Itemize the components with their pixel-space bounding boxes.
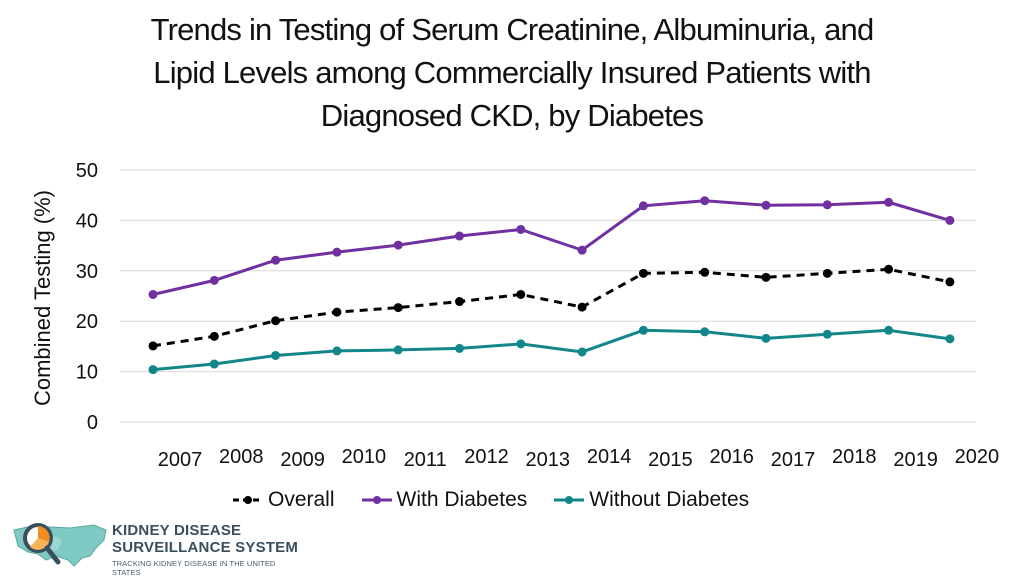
data-point-overall <box>455 297 464 307</box>
data-point-with-diabetes <box>209 275 219 285</box>
chart-title-line-1: Trends in Testing of Serum Creatinine, A… <box>150 12 875 47</box>
y-tick-label: 10 <box>76 362 98 384</box>
chart-title-line-3: Diagnosed CKD, by Diabetes <box>320 98 704 133</box>
logo-line-3: TRACKING KIDNEY DISEASE IN THE UNITED ST… <box>112 559 276 577</box>
data-point-without-diabetes <box>455 343 464 353</box>
data-point-overall <box>822 268 832 278</box>
x-tick-label: 2009 <box>280 449 325 471</box>
chart-title-line-2: Lipid Levels among Commercially Insured … <box>153 55 871 90</box>
data-point-without-diabetes <box>945 334 955 344</box>
chart-title: Trends in Testing of Serum Creatinine, A… <box>40 8 984 137</box>
x-tick-label: 2012 <box>464 446 509 468</box>
data-point-overall <box>393 303 403 313</box>
x-tick-label: 2008 <box>219 446 264 468</box>
series-line-with-diabetes <box>152 199 951 296</box>
data-point-overall <box>516 289 526 299</box>
legend-label-overall: Overall <box>268 488 335 511</box>
data-point-without-diabetes <box>332 346 342 356</box>
x-tick-label: 2014 <box>587 446 632 468</box>
data-point-without-diabetes <box>638 325 648 335</box>
data-point-with-diabetes <box>455 231 464 241</box>
y-axis-label: Combined Testing (%) <box>30 190 55 406</box>
data-point-with-diabetes <box>393 240 403 250</box>
data-point-without-diabetes <box>393 345 403 355</box>
legend-item-without-diabetes: Without Diabetes <box>553 488 749 512</box>
data-point-overall <box>945 277 955 287</box>
data-point-with-diabetes <box>822 200 832 210</box>
logo-line-1: KIDNEY DISEASE <box>112 522 242 539</box>
x-tick-label: 2018 <box>832 446 877 468</box>
legend-label-with-diabetes: With Diabetes <box>396 488 528 511</box>
series-line-without-diabetes <box>152 328 951 372</box>
data-point-with-diabetes <box>638 201 648 211</box>
us-map-logo-icon <box>13 523 107 567</box>
data-point-with-diabetes <box>700 196 710 206</box>
data-point-overall <box>271 316 281 326</box>
data-point-overall <box>884 264 894 274</box>
data-point-without-diabetes <box>700 327 710 337</box>
data-point-overall <box>332 307 342 317</box>
data-point-overall <box>638 268 648 278</box>
x-tick-label: 2019 <box>893 449 938 471</box>
kdss-logo: KIDNEY DISEASE SURVEILLANCE SYSTEM TRACK… <box>10 516 300 577</box>
legend-item-with-diabetes: With Diabetes <box>361 488 528 512</box>
data-point-without-diabetes <box>761 333 771 343</box>
legend-swatch-without-diabetes <box>554 496 585 504</box>
data-point-without-diabetes <box>822 329 832 339</box>
data-point-without-diabetes <box>148 365 158 375</box>
gridlines <box>120 169 976 423</box>
x-tick-label: 2017 <box>771 449 816 471</box>
x-tick-labels: 2007 2008 2009 2010 2011 2012 2013 2014 2015 2016… <box>158 446 999 471</box>
y-tick-label: 40 <box>76 210 98 232</box>
data-point-with-diabetes <box>516 224 526 234</box>
data-point-with-diabetes <box>148 289 158 299</box>
data-point-with-diabetes <box>271 255 281 265</box>
data-point-overall <box>209 331 219 341</box>
x-tick-label: 2011 <box>404 449 447 471</box>
data-point-with-diabetes <box>945 215 955 225</box>
logo-line-2: SURVEILLANCE SYSTEM <box>112 539 299 556</box>
y-tick-label: 0 <box>87 412 98 434</box>
data-point-with-diabetes <box>332 247 342 257</box>
x-tick-label: 2016 <box>709 446 754 468</box>
legend-swatch-with-diabetes <box>361 496 392 504</box>
legend-item-overall: Overall <box>232 488 335 512</box>
data-point-without-diabetes <box>884 325 894 335</box>
logo-text: KIDNEY DISEASE SURVEILLANCE SYSTEM TRACK… <box>112 522 300 577</box>
x-tick-label: 2010 <box>342 446 387 468</box>
x-tick-label: 2015 <box>648 449 693 471</box>
data-point-overall <box>577 302 587 312</box>
legend-label-without-diabetes: Without Diabetes <box>589 488 750 511</box>
y-tick-label: 30 <box>76 261 98 283</box>
legend-swatch-overall <box>233 496 263 504</box>
y-tick-label: 20 <box>76 311 98 333</box>
data-point-without-diabetes <box>271 350 281 360</box>
data-point-with-diabetes <box>577 245 587 255</box>
x-tick-label: 2020 <box>955 446 1000 468</box>
legend: Overall With Diabetes Without Diabetes <box>232 486 775 514</box>
data-point-overall <box>148 341 158 351</box>
y-tick-label: 50 <box>76 160 98 182</box>
data-point-without-diabetes <box>516 339 526 349</box>
data-point-without-diabetes <box>209 359 219 369</box>
x-tick-label: 2007 <box>158 449 203 471</box>
data-point-with-diabetes <box>884 197 894 207</box>
series-lines <box>148 196 955 375</box>
data-point-overall <box>700 267 710 277</box>
x-tick-label: 2013 <box>526 449 571 471</box>
y-tick-labels: 0 10 20 30 40 50 <box>76 160 98 434</box>
series-line-overall <box>152 267 951 348</box>
data-point-without-diabetes <box>577 347 587 357</box>
data-point-with-diabetes <box>761 200 771 210</box>
data-point-overall <box>761 272 771 282</box>
